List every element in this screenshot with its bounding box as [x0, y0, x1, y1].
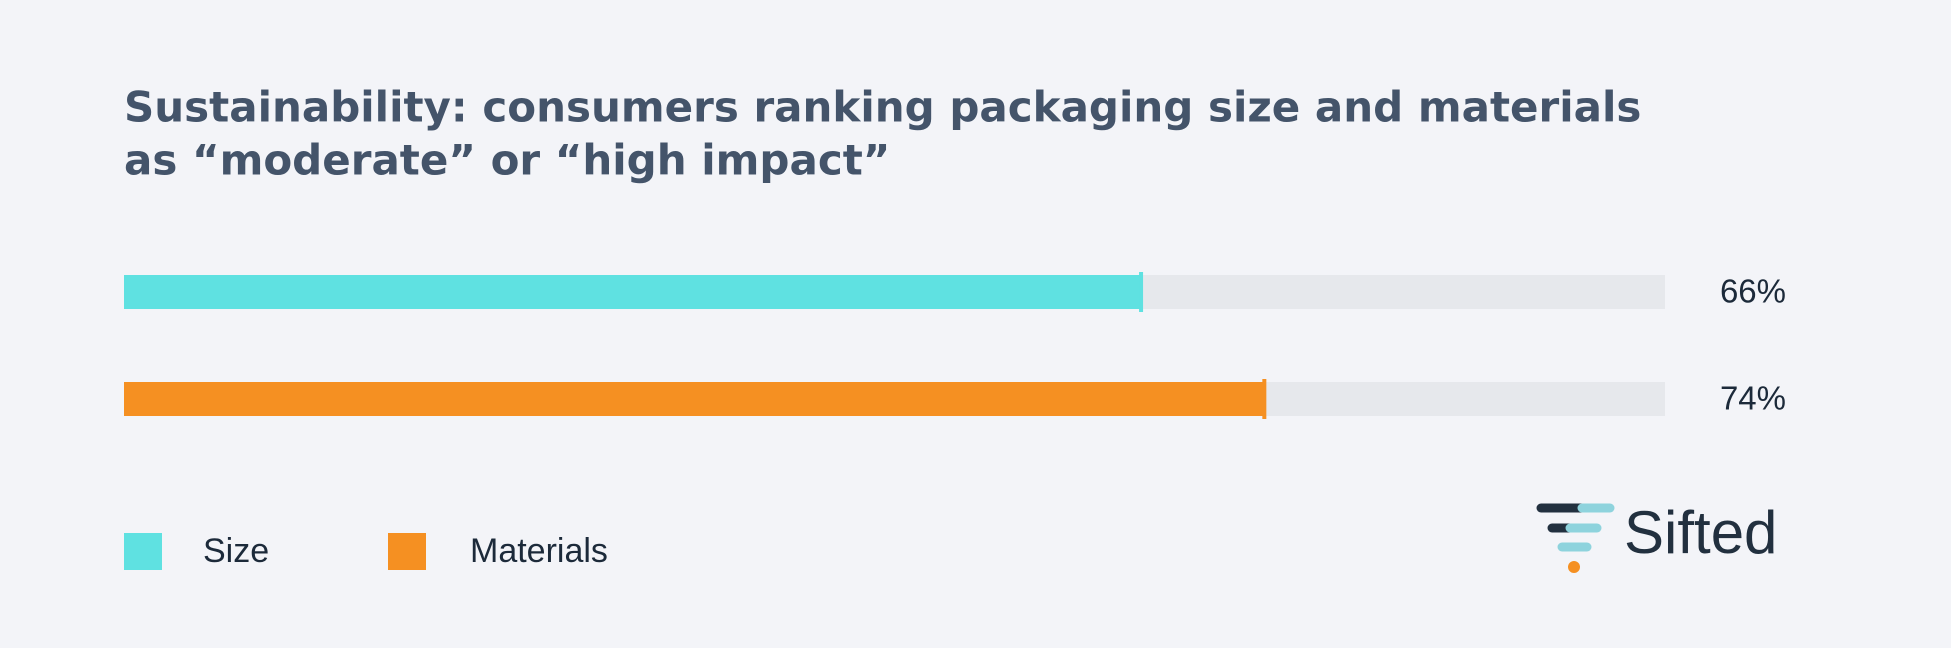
- legend-swatch: [388, 533, 426, 570]
- logo-dot: [1568, 561, 1580, 573]
- bar: [124, 382, 1265, 416]
- brand: Sifted: [1624, 499, 1777, 566]
- logo: Sifted: [1536, 499, 1777, 573]
- value-label: 66%: [1720, 273, 1786, 310]
- bar: [124, 275, 1142, 309]
- legend-label: Materials: [470, 532, 608, 570]
- chart-title: as “moderate” or “high impact”: [124, 136, 890, 185]
- value-label: 74%: [1720, 380, 1786, 417]
- chart-title: Sustainability: consumers ranking packag…: [124, 83, 1641, 132]
- legend-label: Size: [203, 532, 269, 570]
- legend-swatch: [124, 533, 162, 570]
